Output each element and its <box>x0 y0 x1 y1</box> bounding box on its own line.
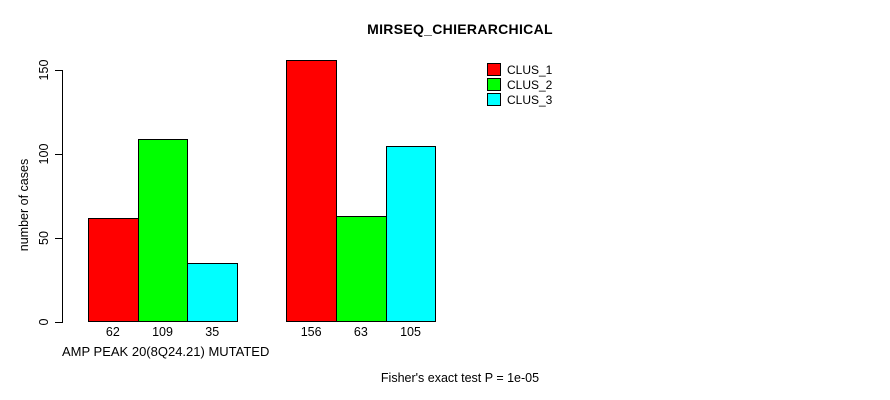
y-axis-tick <box>55 237 62 239</box>
y-axis-tick <box>55 69 62 71</box>
bar-clus_2-group2 <box>336 216 387 322</box>
y-axis-tick <box>55 321 62 323</box>
bar-value-label: 105 <box>400 325 421 339</box>
bar-clus_3-group1 <box>187 263 239 322</box>
bar-value-label: 63 <box>353 325 368 339</box>
legend-label-clus-3: CLUS_3 <box>507 92 553 107</box>
bar-clus_3-group2 <box>385 145 437 322</box>
y-axis-tick-label: 50 <box>37 231 51 245</box>
legend-entry-clus-1: CLUS_1 <box>487 62 552 77</box>
legend-swatch-clus-1-icon <box>487 63 501 76</box>
bar-clus_2-group1 <box>137 138 189 322</box>
y-axis-tick-label: 150 <box>37 59 51 81</box>
x-axis-title: AMP PEAK 20(8Q24.21) MUTATED <box>62 344 270 359</box>
fisher-test-footnote: Fisher's exact test P = 1e-05 <box>380 371 540 385</box>
bar-value-label: 62 <box>105 325 120 339</box>
y-axis-tick-label: 0 <box>37 318 51 326</box>
legend-swatch-clus-3-icon <box>487 93 501 106</box>
legend-label-clus-1: CLUS_1 <box>507 62 553 77</box>
y-axis-tick <box>55 153 62 155</box>
legend-entry-clus-3: CLUS_3 <box>487 92 552 107</box>
y-axis-title: number of cases <box>17 158 31 252</box>
y-axis-tick-label: 100 <box>37 143 51 165</box>
legend-entry-clus-2: CLUS_2 <box>487 77 552 92</box>
bar-value-label: 109 <box>152 325 173 339</box>
y-axis-line <box>62 70 63 323</box>
chart-title: MIRSEQ_CHIERARCHICAL <box>367 21 553 37</box>
legend-label-clus-2: CLUS_2 <box>507 77 553 92</box>
legend-swatch-clus-2-icon <box>487 78 501 91</box>
bar-clus_1-group2 <box>286 59 337 322</box>
bar-value-label: 156 <box>300 325 322 339</box>
bar-clus_1-group1 <box>88 217 139 322</box>
bar-value-label: 35 <box>205 325 220 339</box>
legend: CLUS_1 CLUS_2 CLUS_3 <box>487 62 552 107</box>
